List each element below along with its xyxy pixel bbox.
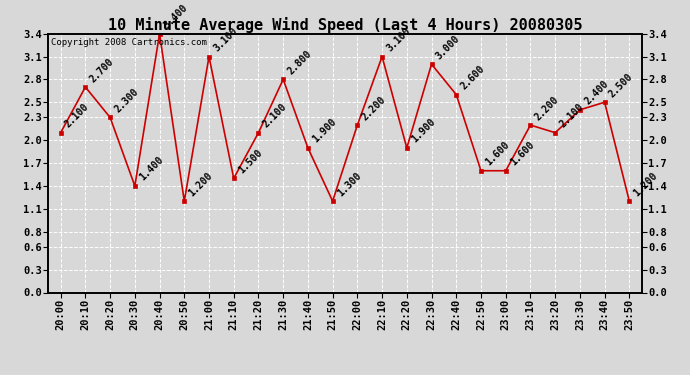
Text: 3.400: 3.400 — [162, 3, 190, 31]
Text: 2.700: 2.700 — [88, 56, 116, 84]
Text: 2.600: 2.600 — [459, 64, 486, 92]
Title: 10 Minute Average Wind Speed (Last 4 Hours) 20080305: 10 Minute Average Wind Speed (Last 4 Hou… — [108, 16, 582, 33]
Text: 1.900: 1.900 — [310, 117, 338, 145]
Text: 1.500: 1.500 — [236, 147, 264, 175]
Text: 3.100: 3.100 — [212, 26, 239, 54]
Text: 2.500: 2.500 — [607, 71, 635, 99]
Text: 2.300: 2.300 — [112, 87, 141, 114]
Text: 1.900: 1.900 — [409, 117, 437, 145]
Text: 2.100: 2.100 — [261, 102, 289, 130]
Text: 2.100: 2.100 — [558, 102, 586, 130]
Text: 1.200: 1.200 — [187, 170, 215, 198]
Text: 3.000: 3.000 — [434, 33, 462, 61]
Text: Copyright 2008 Cartronics.com: Copyright 2008 Cartronics.com — [51, 38, 207, 46]
Text: 1.600: 1.600 — [484, 140, 511, 168]
Text: 3.100: 3.100 — [384, 26, 413, 54]
Text: 2.200: 2.200 — [533, 94, 561, 122]
Text: 2.100: 2.100 — [63, 102, 91, 130]
Text: 1.300: 1.300 — [335, 170, 363, 198]
Text: 2.200: 2.200 — [360, 94, 388, 122]
Text: 2.400: 2.400 — [582, 79, 610, 107]
Text: 1.200: 1.200 — [632, 170, 660, 198]
Text: 1.400: 1.400 — [137, 155, 165, 183]
Text: 1.600: 1.600 — [509, 140, 536, 168]
Text: 2.800: 2.800 — [286, 48, 313, 76]
